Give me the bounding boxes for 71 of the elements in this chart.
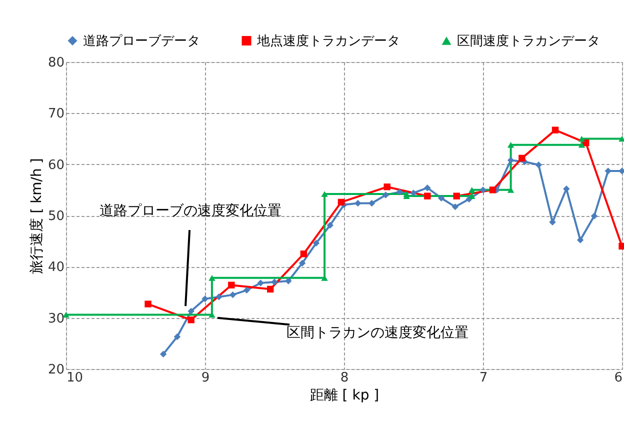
point	[618, 168, 624, 174]
point	[618, 136, 624, 142]
point	[410, 190, 417, 196]
y-tick-label: 50	[48, 209, 64, 224]
point	[382, 192, 390, 198]
point	[563, 186, 570, 192]
point	[216, 294, 222, 300]
point	[243, 286, 250, 294]
point	[338, 198, 345, 206]
y-tick-label: 80	[48, 56, 64, 70]
y-tick-label: 20	[48, 362, 64, 378]
point	[174, 333, 181, 340]
x-tick-label: 10	[66, 370, 84, 386]
y-tick-label: 30	[48, 311, 64, 326]
point	[468, 187, 476, 193]
x-tick-label: 7	[479, 370, 488, 386]
point	[507, 156, 514, 164]
point	[424, 192, 431, 200]
point	[321, 191, 328, 197]
point	[618, 242, 624, 250]
point	[590, 212, 598, 220]
annotation: 区間トラカンの速度変化位置	[286, 324, 469, 341]
point	[507, 142, 514, 148]
point	[368, 200, 376, 207]
annotation: 道路プローブの速度変化位置	[100, 203, 282, 220]
legend-label: 地点速度トラカンデータ	[256, 32, 400, 49]
point	[489, 186, 496, 194]
point	[452, 203, 459, 210]
y-tick-label: 40	[48, 260, 64, 276]
point	[188, 316, 194, 324]
point	[144, 300, 152, 308]
x-tick-label: 8	[340, 370, 349, 386]
point	[271, 278, 278, 286]
y-axis-title: 旅行速度 [ km/h ]	[28, 158, 45, 274]
point	[312, 240, 320, 246]
point	[188, 308, 194, 315]
point	[604, 168, 612, 174]
point	[468, 193, 476, 199]
point	[552, 126, 559, 134]
point	[507, 187, 514, 193]
x-tick-label: 6	[614, 370, 622, 386]
x-tick-label: 9	[201, 370, 210, 386]
point	[424, 184, 431, 192]
legend-label: 区間速度トラカンデータ	[457, 32, 600, 49]
point	[257, 280, 264, 286]
y-tick-label: 60	[48, 158, 64, 173]
point	[228, 282, 235, 288]
point	[326, 222, 334, 229]
point	[535, 161, 542, 168]
point	[354, 200, 362, 207]
point	[578, 136, 586, 142]
point	[298, 260, 306, 266]
point	[300, 250, 308, 258]
point	[438, 194, 445, 202]
point	[202, 296, 208, 302]
point	[285, 278, 292, 284]
point	[266, 286, 274, 293]
point	[576, 236, 584, 244]
point	[384, 183, 390, 190]
x-axis-title: 距離 [ kp ]	[310, 388, 380, 404]
point	[549, 218, 556, 226]
point	[453, 192, 460, 200]
point	[160, 350, 167, 358]
point	[321, 275, 328, 281]
y-tick-label: 70	[48, 106, 64, 122]
point	[229, 291, 236, 298]
point	[208, 275, 216, 281]
legend-label: 道路プローブデータ	[83, 34, 200, 49]
point	[396, 188, 403, 196]
point	[480, 186, 486, 194]
point	[518, 154, 526, 162]
